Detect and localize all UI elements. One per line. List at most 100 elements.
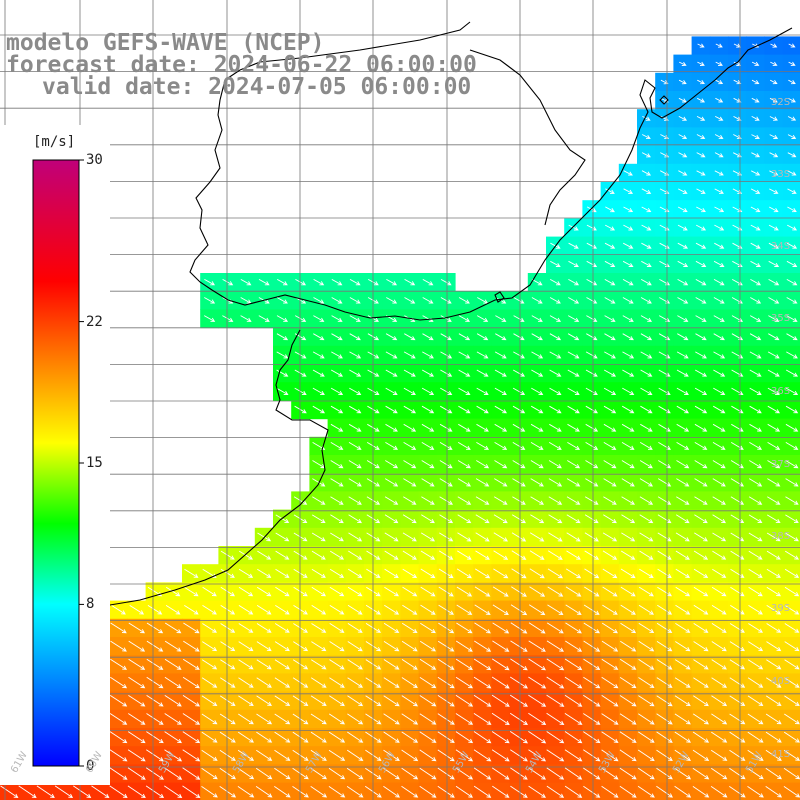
wind-arrow [567, 369, 580, 377]
wind-arrow [385, 387, 398, 395]
wind-arrow [549, 387, 562, 395]
wind-arrow [512, 478, 526, 487]
wind-arrow [546, 712, 565, 726]
wind-arrow [219, 731, 236, 743]
wind-arrow [458, 315, 471, 322]
wind-arrow [494, 351, 507, 359]
wind-arrow [440, 297, 452, 304]
wind-arrow [256, 749, 273, 761]
wind-arrow [784, 550, 800, 560]
wind-arrow [528, 712, 547, 726]
wind-arrow [310, 786, 328, 798]
wind-arrow [622, 260, 634, 267]
wind-arrow [201, 659, 218, 670]
wind-arrow [438, 550, 454, 560]
wind-arrow [420, 622, 436, 634]
wind-arrow [145, 767, 164, 780]
wind-arrow [785, 478, 799, 487]
wind-arrow [201, 713, 218, 725]
wind-cell [782, 637, 800, 656]
wind-arrow [638, 713, 655, 725]
wind-arrow [110, 622, 127, 634]
wind-arrow [696, 170, 706, 176]
wind-arrow [311, 623, 327, 633]
wind-arrow [693, 641, 709, 652]
wind-arrow [602, 568, 618, 579]
wind-arrow [437, 731, 455, 744]
wind-arrow [203, 315, 216, 322]
wind-arrow [695, 333, 707, 341]
wind-arrow [204, 279, 216, 286]
wind-arrow [785, 514, 799, 523]
wind-arrow [311, 586, 326, 597]
wind-arrow [693, 677, 709, 688]
wind-arrow [784, 713, 800, 725]
wind-arrow [770, 61, 778, 66]
wind-arrow [383, 677, 400, 688]
wind-arrow [658, 423, 671, 432]
wind-arrow [473, 694, 492, 707]
wind-arrow [347, 713, 364, 725]
wind-arrow [585, 460, 599, 469]
latitude-label: 39S [771, 603, 791, 614]
wind-arrow [348, 405, 362, 414]
wind-arrow [328, 786, 346, 798]
wind-arrow [747, 749, 764, 761]
wind-arrow [182, 676, 200, 689]
wind-arrow [473, 785, 492, 798]
wind-arrow [693, 623, 709, 633]
wind-arrow [346, 786, 364, 798]
wind-arrow [586, 224, 597, 231]
wind-arrow [748, 496, 763, 505]
wind-arrow [657, 568, 672, 578]
wind-arrow [586, 297, 598, 304]
wind-arrow [657, 550, 672, 560]
wind-cell [782, 182, 800, 201]
wind-arrow [674, 785, 692, 798]
wind-cell [782, 655, 800, 674]
wind-arrow [347, 695, 364, 707]
wind-arrow [419, 640, 436, 652]
wind-arrow [711, 586, 727, 597]
wind-arrow [238, 605, 254, 615]
wind-arrow [585, 387, 598, 395]
wind-arrow [401, 640, 418, 652]
wind-arrow [110, 676, 128, 689]
wind-arrow [768, 242, 779, 249]
wind-arrow [474, 622, 491, 634]
wind-arrow [401, 749, 419, 762]
wind-arrow [546, 622, 564, 634]
wind-arrow [476, 405, 489, 414]
wind-arrow [222, 279, 234, 286]
wind-arrow [385, 333, 398, 341]
wind-arrow [348, 442, 362, 450]
wind-arrow [493, 568, 509, 579]
wind-arrow [182, 785, 201, 799]
wind-arrow [766, 550, 781, 560]
wind-arrow [785, 423, 799, 432]
wind-arrow [422, 297, 434, 304]
wind-arrow [492, 604, 509, 615]
wind-arrow [677, 260, 689, 267]
wind-arrow [330, 460, 344, 469]
wind-arrow [329, 695, 345, 707]
wind-arrow [127, 767, 146, 780]
wind-arrow [258, 279, 270, 286]
wind-arrow [583, 749, 601, 762]
wind-arrow [767, 405, 781, 414]
wind-arrow [585, 423, 599, 432]
wind-arrow [659, 260, 670, 267]
wind-arrow [784, 568, 800, 578]
wind-arrow [564, 676, 583, 689]
wind-arrow [330, 442, 344, 450]
wind-arrow [238, 695, 254, 707]
wind-arrow [786, 351, 798, 359]
wind-arrow [674, 659, 691, 670]
wind-arrow [475, 514, 490, 524]
wind-arrow [546, 694, 565, 707]
wind-arrow [237, 731, 254, 743]
wind-arrow [439, 405, 453, 414]
wind-arrow [546, 749, 565, 762]
wind-arrow [769, 116, 778, 121]
wind-arrow [694, 387, 708, 395]
